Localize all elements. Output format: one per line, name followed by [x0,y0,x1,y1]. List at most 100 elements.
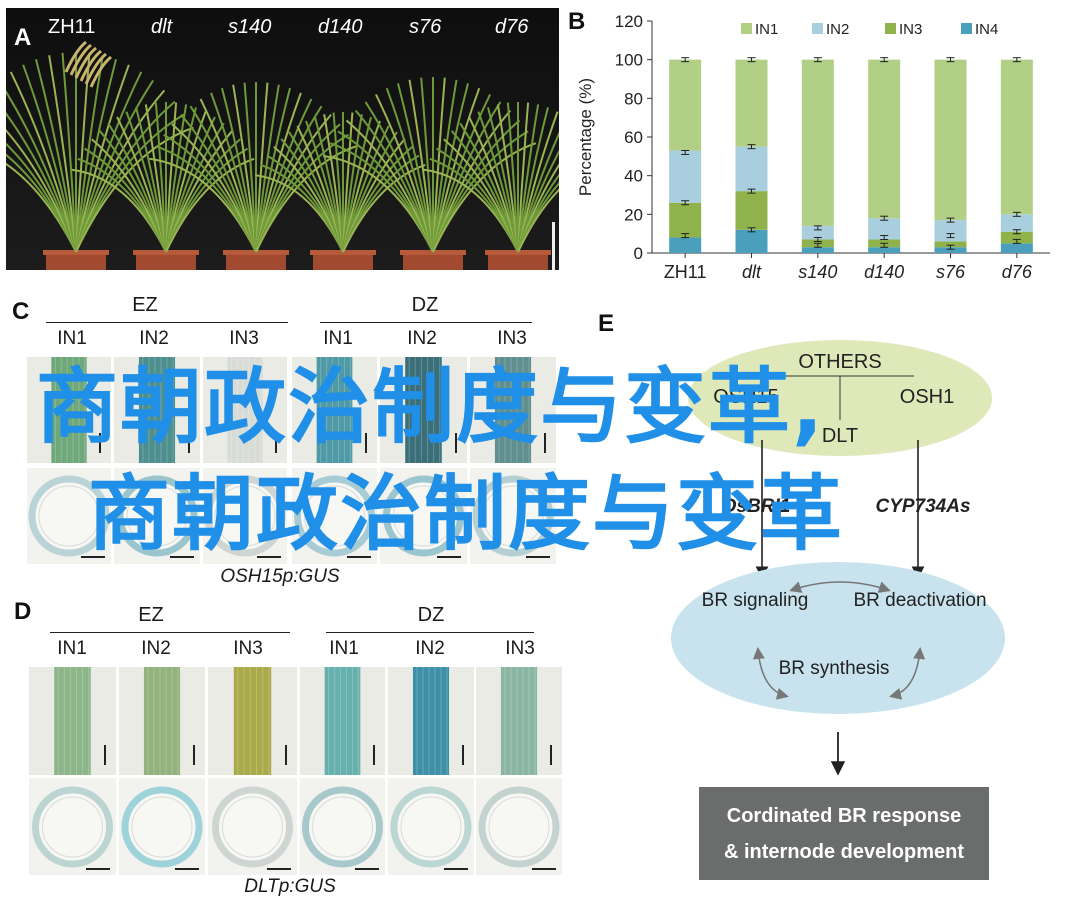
tile-scale-bar [532,868,556,870]
inner-ring [38,485,100,547]
bar-segment-in4-s140 [801,247,834,253]
label-dlt: DLT [821,425,859,447]
x-tick-label-d140: d140 [864,262,904,282]
response-line-1: Cordinated BR response [726,805,962,827]
stained-stem [316,357,353,463]
pot [488,252,548,270]
panel-letter-e: E [598,310,615,337]
bar-segment-in4-d140 [868,247,901,253]
stem-cross-section [116,475,198,557]
plant-label-dlt: dlt [151,16,173,38]
leaf-blade [397,83,434,253]
leaf-blade [432,142,537,253]
tile-scale-bar [193,745,195,765]
inner-ring [488,796,550,858]
panicle [64,40,87,73]
y-tick-label: 60 [624,128,643,147]
tile-scale-bar [455,433,457,453]
internode-label-c-4: IN1 [323,328,353,349]
label-osh15: OSH15 [713,386,779,408]
internode-label-d-2: IN2 [141,638,171,659]
label-osbri1: OsBRI1 [721,496,791,517]
x-tick-label-dlt: dlt [742,262,762,282]
internode-label-d-4: IN1 [329,638,359,659]
tile-scale-bar [365,433,367,453]
leaf-blade [6,112,77,253]
label-osh1: OSH1 [899,386,955,408]
leaf-blade [61,52,77,253]
tile-scale-bar [86,868,110,870]
leaf-blade [432,83,469,253]
pot [46,252,106,270]
internode-label-c-3: IN3 [229,328,259,349]
internode-label-c-5: IN2 [407,328,437,349]
leaf-blade [6,129,77,253]
pot-rim [133,250,199,255]
pot-rim [43,250,109,255]
internode-label-d-6: IN3 [505,638,535,659]
caption-dltp-gus: DLTp:GUS [244,876,336,897]
bar-segment-in3-dlt [735,191,768,230]
leaf-blade [243,82,257,253]
leaf-blade [6,89,77,253]
label-br-signaling: BR signaling [701,590,809,611]
internode-label-c-1: IN1 [57,328,87,349]
inner-ring [126,485,188,547]
panicle [89,55,112,88]
plant-label-d140: d140 [318,16,363,38]
bar-segment-in1-dlt [735,59,768,147]
leaf-blade [199,98,257,253]
bar-segment-in2-d140 [868,218,901,240]
stained-stem [412,667,450,775]
bar-segment-in2-dlt [735,146,768,192]
leaf-blade [210,92,257,253]
bar-segment-in2-d76 [1000,214,1033,232]
label-br-deactivation: BR deactivation [853,590,987,611]
stem-cross-section [478,786,560,868]
leaf-blade [75,71,143,253]
group-label-dz-c: DZ [411,294,439,316]
y-tick-label: 0 [634,244,643,263]
stem-cross-section [302,786,383,868]
bar-segment-in4-zh11 [669,237,702,253]
internode-label-d-3: IN3 [233,638,263,659]
plant-label-zh11: ZH11 [48,16,96,38]
bar-segment-in3-zh11 [669,202,702,238]
stem-cross-section [294,475,375,557]
y-tick-label: 80 [624,89,643,108]
tile-scale-bar [550,745,552,765]
leaf-blade [22,64,77,253]
inner-ring [42,796,103,858]
inner-ring [312,796,373,858]
panicle [79,49,102,82]
tile-scale-bar [104,745,106,765]
stem-cross-section [472,475,554,557]
tile-scale-bar [462,745,464,765]
y-tick-label: 120 [615,12,643,31]
tile-scale-bar [526,556,550,558]
caption-osh15p-gus: OSH15p:GUS [220,566,340,587]
bracket-ez-c [46,322,288,323]
tile-scale-bar [81,556,105,558]
y-tick-label: 20 [624,205,643,224]
bar-segment-in2-s76 [934,220,967,242]
legend-label-in4: IN4 [975,21,998,38]
x-tick-label-zh11: ZH11 [664,262,707,282]
tile-scale-bar [373,745,375,765]
leaf-blade [432,77,446,253]
group-label-dz-d: DZ [417,604,445,626]
bracket-ez-d [50,632,290,633]
leaf-blade [165,157,255,253]
pot [313,252,373,270]
inner-ring [214,485,276,547]
leaf-blade [517,188,559,253]
stained-stem [143,667,181,775]
watermark-line-1: 商朝政治制度与变革, [36,360,826,455]
panel-letter-a: A [14,24,32,51]
pot [226,252,286,270]
inner-ring [131,796,193,858]
stem-cross-section [204,475,286,557]
leaf-blade [221,87,257,253]
bar-segment-in1-s76 [934,59,967,221]
pot-rim [310,250,376,255]
